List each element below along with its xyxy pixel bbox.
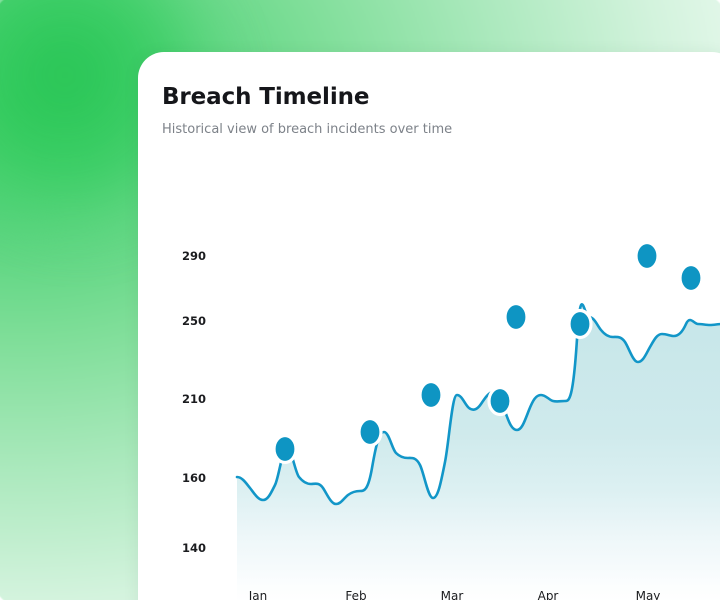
data-point-marker[interactable] (487, 385, 513, 417)
data-point-marker[interactable] (567, 308, 593, 340)
data-point-marker[interactable] (357, 416, 383, 448)
breach-timeline-card: Breach Timeline Historical view of breac… (138, 52, 720, 600)
chart-area-fill (237, 304, 720, 600)
data-point-marker[interactable] (678, 262, 704, 294)
breach-timeline-chart[interactable]: 290 250 210 160 140 Jan Feb Mar Apr May (138, 152, 720, 600)
y-axis: 290 250 210 160 140 (182, 249, 206, 555)
x-axis: Jan Feb Mar Apr May (248, 589, 661, 600)
data-point-marker[interactable] (634, 240, 660, 272)
y-tick-label: 140 (182, 541, 206, 555)
data-point-marker[interactable] (272, 433, 298, 465)
x-tick-label: Apr (538, 589, 559, 600)
data-point-marker[interactable] (503, 301, 529, 333)
data-point-marker[interactable] (418, 379, 444, 411)
y-tick-label: 290 (182, 249, 206, 263)
y-tick-label: 210 (182, 392, 206, 406)
page-subtitle: Historical view of breach incidents over… (162, 122, 453, 137)
x-tick-label: Feb (345, 589, 366, 600)
x-tick-label: Mar (441, 589, 464, 600)
y-tick-label: 160 (182, 471, 206, 485)
page-title: Breach Timeline (162, 84, 370, 110)
y-tick-label: 250 (182, 314, 206, 328)
x-tick-label: May (636, 589, 661, 600)
card-content: Breach Timeline Historical view of breac… (138, 52, 720, 600)
chart-markers[interactable] (272, 240, 704, 465)
x-tick-label: Jan (248, 589, 268, 600)
chart-svg: 290 250 210 160 140 Jan Feb Mar Apr May (182, 240, 720, 600)
